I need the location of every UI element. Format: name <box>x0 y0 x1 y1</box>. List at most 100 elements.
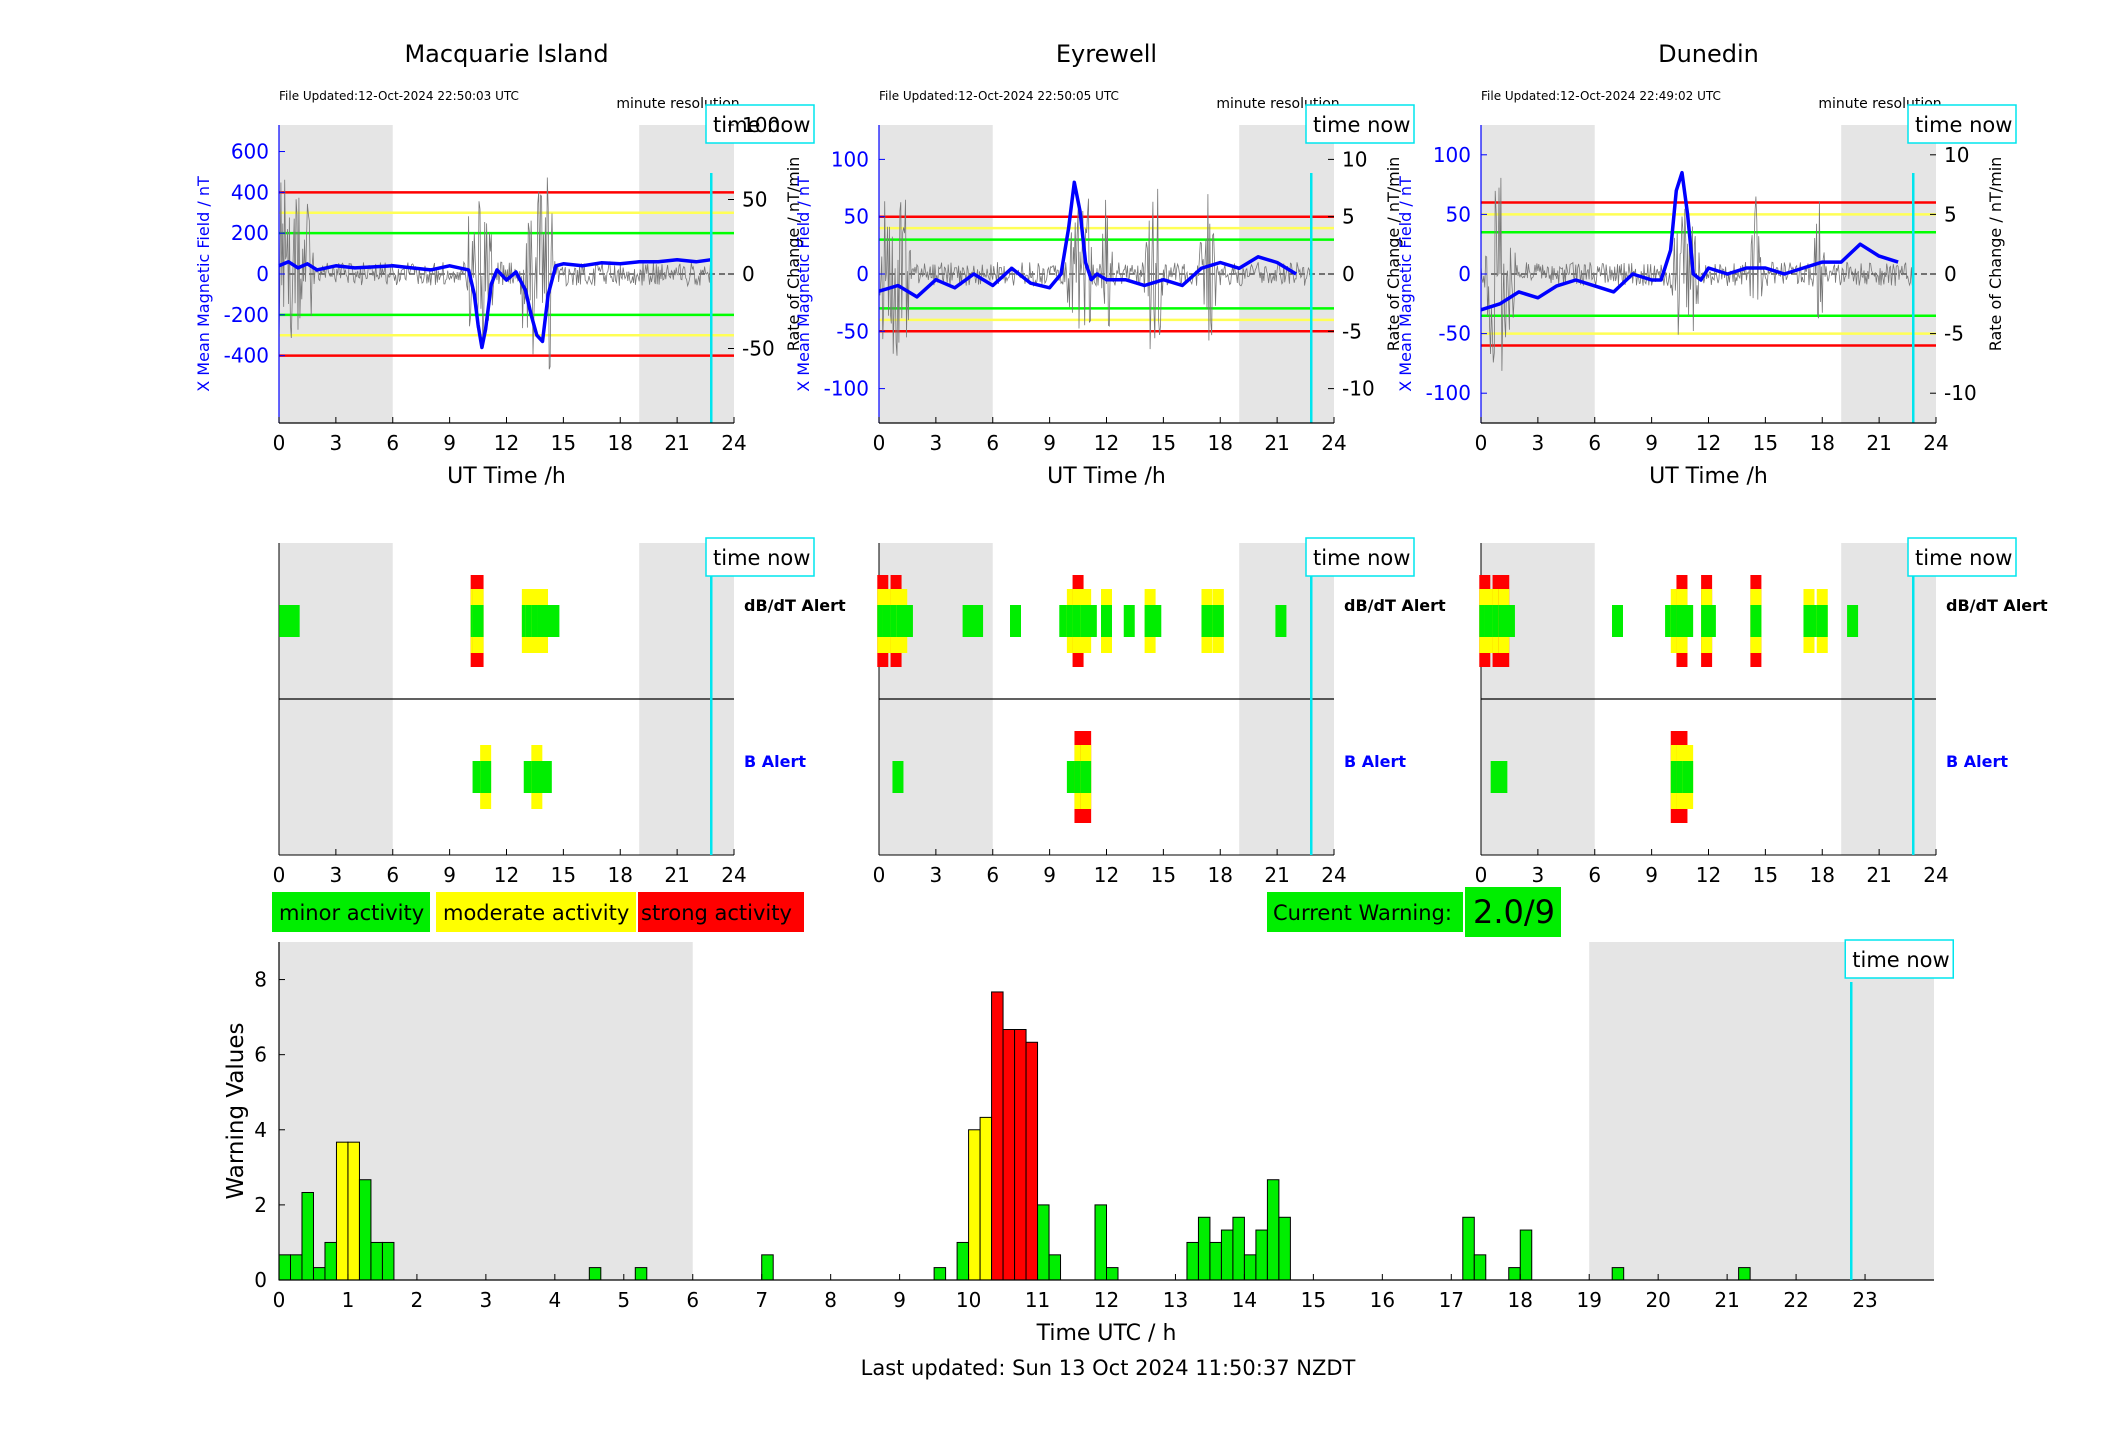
x-tick-label: 22 <box>1783 1288 1808 1312</box>
warning-bar <box>324 1241 337 1281</box>
alert-mark-minor <box>892 761 904 793</box>
station-title: Eyrewell <box>1056 40 1157 68</box>
warning-bar <box>1243 1254 1257 1281</box>
x-tick-label: 24 <box>1923 431 1948 455</box>
alert-mark-minor <box>1676 605 1688 637</box>
x-tick-label: 16 <box>1370 1288 1395 1312</box>
x-tick-label: 3 <box>930 431 943 455</box>
warning-bar <box>1519 1229 1533 1281</box>
x-tick-label: 13 <box>1163 1288 1188 1312</box>
x-tick-label: 21 <box>1264 431 1289 455</box>
alert-mark-minor <box>877 605 889 637</box>
y-tick-label-left: -400 <box>224 344 269 368</box>
alert-mark-minor <box>1123 605 1135 637</box>
alert-mark-minor <box>1201 605 1213 637</box>
station-panel-1: Eyrewell File Updated:12-Oct-2024 22:50:0… <box>794 40 1415 489</box>
rate-of-change-trace <box>878 188 1311 356</box>
time-now-label: time now <box>1313 113 1410 137</box>
y-axis-label-right: Rate of Change / nT/min <box>1986 157 2005 352</box>
alert-mark-minor <box>288 605 300 637</box>
time-now-box <box>1305 104 1415 144</box>
x-tick-label: 12 <box>1094 863 1119 887</box>
warning-bar <box>761 1254 774 1281</box>
alert-mark-minor <box>531 605 543 637</box>
alert-mark-minor <box>1484 605 1496 637</box>
alert-mark-minor <box>1492 605 1504 637</box>
x-tick-label: 21 <box>664 431 689 455</box>
time-now-box <box>1907 104 2017 144</box>
current-warning-value: 2.0/9 <box>1473 893 1555 931</box>
warning-bar <box>1209 1241 1222 1281</box>
x-tick-label: 6 <box>386 863 399 887</box>
x-tick-label: 9 <box>1645 863 1658 887</box>
activity-legend: minor activity moderate activity strong … <box>272 892 804 932</box>
time-now-label: time now <box>713 546 810 570</box>
x-tick-label: 12 <box>1696 863 1721 887</box>
alert-mark-minor <box>1676 761 1688 793</box>
y-tick-label-left: -200 <box>224 303 269 327</box>
y-tick-label-right: -5 <box>1342 319 1362 343</box>
y-axis-label-left: X Mean Magnetic Field / nT <box>194 176 213 392</box>
x-tick-label: 0 <box>873 863 886 887</box>
x-tick-label: 15 <box>1151 863 1176 887</box>
x-tick-label: 3 <box>480 1288 493 1312</box>
x-tick-label: 12 <box>1696 431 1721 455</box>
warning-bar <box>301 1191 314 1281</box>
y-tick-label-right: -10 <box>1944 381 1977 405</box>
alert-mark-minor <box>1750 605 1762 637</box>
x-tick-label: 18 <box>1810 431 1835 455</box>
current-warning: Current Warning: 2.0/9 <box>1267 887 1561 937</box>
time-now-label: time now <box>1915 113 2012 137</box>
alert-mark-minor <box>890 605 902 637</box>
alert-mark-minor <box>1496 761 1508 793</box>
y-tick-label-right: -5 <box>1944 322 1964 346</box>
warning-bar <box>1278 1216 1291 1281</box>
x-field-line <box>1480 170 1899 312</box>
x-tick-label: 21 <box>1866 863 1891 887</box>
x-tick-label: 12 <box>1094 431 1119 455</box>
legend-strong-label: strong activity <box>641 901 792 925</box>
y-tick-label-right: 10 <box>1342 147 1367 171</box>
y-tick-label-left: 100 <box>831 147 869 171</box>
y-axis-label: Warning Values <box>223 1022 249 1199</box>
y-tick-label-right: 0 <box>742 262 755 286</box>
x-tick-label: 6 <box>1588 431 1601 455</box>
alert-mark-minor <box>1498 605 1510 637</box>
x-tick-label: 3 <box>1532 863 1545 887</box>
warning-bar <box>1738 1267 1751 1281</box>
warning-bar <box>956 1241 970 1281</box>
time-now-box <box>1844 939 1954 979</box>
x-tick-label: 18 <box>1208 863 1233 887</box>
x-tick-label: 0 <box>273 863 286 887</box>
x-tick-label: 14 <box>1232 1288 1257 1312</box>
y-tick-label-left: 100 <box>1433 143 1471 167</box>
x-tick-label: 21 <box>1714 1288 1739 1312</box>
alert-mark-minor <box>1670 605 1682 637</box>
x-tick-label: 7 <box>755 1288 768 1312</box>
alert-mark-minor <box>972 605 984 637</box>
warning-bar <box>588 1267 602 1281</box>
x-tick-label: 15 <box>1151 431 1176 455</box>
file-updated-text: File Updated:12-Oct-2024 22:49:02 UTC <box>1481 89 1721 103</box>
warning-bar <box>1197 1216 1211 1281</box>
warning-bar <box>381 1241 395 1281</box>
x-tick-label: 19 <box>1576 1288 1601 1312</box>
alert-mark-minor <box>1847 605 1859 637</box>
y-tick-label-right: -10 <box>1342 377 1375 401</box>
x-tick-label: 12 <box>1094 1288 1119 1312</box>
x-tick-label: 6 <box>686 1288 699 1312</box>
y-axis-label-right: Rate of Change / nT/min <box>784 157 803 352</box>
warning-bar <box>347 1141 360 1281</box>
x-tick-label: 6 <box>1588 863 1601 887</box>
warning-bar <box>1462 1216 1475 1281</box>
alert-mark-minor <box>540 761 552 793</box>
alert-strip-0: dB/dT Alert B Alert time now 0 3 6 9 12 15 18 21 24 <box>273 537 846 887</box>
x-tick-label: 15 <box>1301 1288 1326 1312</box>
x-tick-label: 18 <box>608 863 633 887</box>
legend-minor-label: minor activity <box>279 901 424 925</box>
y-tick-label-left: -50 <box>1438 322 1471 346</box>
alert-mark-minor <box>1150 605 1162 637</box>
x-tick-label: 15 <box>1753 863 1778 887</box>
station-title: Macquarie Island <box>404 40 608 68</box>
y-tick-label-right: 10 <box>1944 143 1969 167</box>
